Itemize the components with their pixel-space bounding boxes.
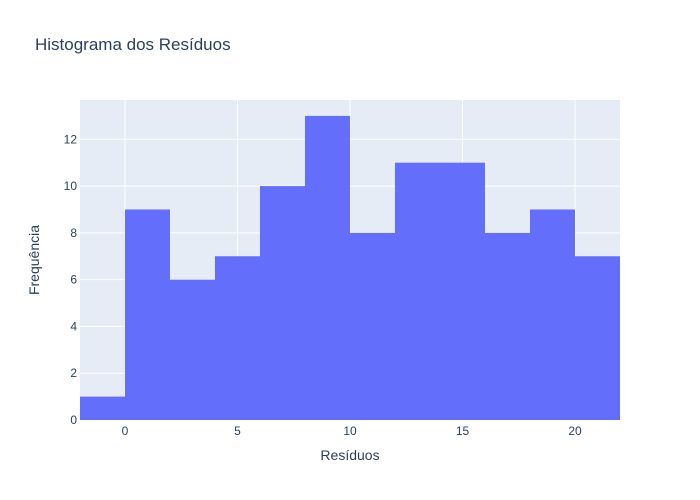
chart-title: Histograma dos Resíduos — [35, 35, 231, 54]
x-tick-label: 0 — [122, 424, 129, 438]
y-tick-label: 8 — [70, 226, 77, 240]
y-tick-label: 6 — [70, 273, 77, 287]
histogram-bar — [395, 162, 440, 420]
y-tick-label: 10 — [64, 179, 78, 193]
x-axis-ticks: 0 5 10 15 20 — [122, 424, 582, 438]
y-axis-ticks: 0 2 4 6 8 10 12 — [64, 132, 78, 427]
histogram-bars — [80, 115, 620, 420]
x-tick-label: 20 — [568, 424, 582, 438]
histogram-bar — [125, 209, 170, 420]
x-tick-label: 5 — [234, 424, 241, 438]
histogram-bar — [305, 115, 350, 420]
histogram-bar — [485, 232, 530, 420]
histogram-bar — [260, 186, 305, 420]
y-tick-label: 2 — [70, 366, 77, 380]
histogram-bar — [530, 209, 575, 420]
histogram-bar — [80, 396, 125, 420]
histogram-bar — [350, 232, 395, 420]
histogram-bar — [170, 279, 215, 420]
y-tick-label: 0 — [70, 413, 77, 427]
y-tick-label: 4 — [70, 319, 77, 333]
x-axis-title: Resíduos — [320, 447, 379, 463]
y-tick-label: 12 — [64, 132, 78, 146]
x-tick-label: 10 — [343, 424, 357, 438]
histogram-bar — [575, 256, 620, 420]
histogram-bar — [215, 256, 260, 420]
y-axis-title: Frequência — [26, 225, 42, 295]
histogram-bar — [440, 162, 485, 420]
x-tick-label: 15 — [456, 424, 470, 438]
